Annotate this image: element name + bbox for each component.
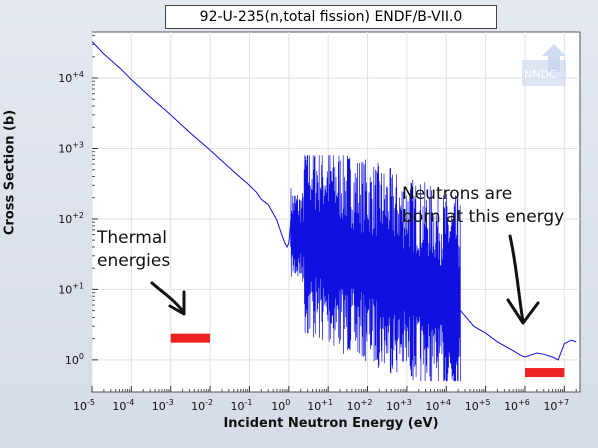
nndc-logo-watermark: NNDC xyxy=(522,44,566,86)
x-tick-label: 10+7 xyxy=(543,398,569,413)
x-tick-label: 10-3 xyxy=(152,398,174,413)
y-tick-label: 10+4 xyxy=(58,70,84,85)
x-tick-label: 10-2 xyxy=(191,398,213,413)
x-tick-label: 10+1 xyxy=(307,398,333,413)
fission-arrow xyxy=(508,234,525,324)
y-tick-label: 10+3 xyxy=(58,140,84,155)
series-line-1 xyxy=(91,41,291,249)
energy-marker-1 xyxy=(170,333,211,343)
x-tick-label: 10+5 xyxy=(465,398,491,413)
x-tick-label: 10+6 xyxy=(504,398,530,413)
thermal-arrow xyxy=(150,281,186,315)
fission-arrow-head xyxy=(506,298,540,325)
x-tick-label: 10+2 xyxy=(347,398,373,413)
x-tick-label: 10-1 xyxy=(230,398,252,413)
y-tick-label: 10+2 xyxy=(58,211,84,226)
x-tick-label: 10+4 xyxy=(425,398,451,413)
x-axis-label: Incident Neutron Energy (eV) xyxy=(223,416,439,431)
svg-text:NNDC: NNDC xyxy=(524,68,557,81)
x-tick-label: 100 xyxy=(271,398,290,413)
y-tick-label: 10+1 xyxy=(58,281,84,296)
x-tick-label: 10-5 xyxy=(73,398,95,413)
thermal-annotation: Thermal energies xyxy=(97,228,171,271)
y-tick-label: 100 xyxy=(65,352,84,367)
energy-marker-2 xyxy=(524,368,565,378)
thermal-arrow-head xyxy=(168,290,186,316)
series-line-2 xyxy=(460,310,577,361)
fission-annotation: Neutrons are born at this energy xyxy=(402,184,565,227)
x-tick-label: 10+3 xyxy=(386,398,412,413)
x-tick-label: 10-4 xyxy=(112,398,134,413)
resonance-region-trace xyxy=(290,155,461,382)
y-axis-label: Cross Section (b) xyxy=(2,109,18,236)
chart-title: 92-U-235(n,total fission) ENDF/B-VII.0 xyxy=(165,5,497,29)
